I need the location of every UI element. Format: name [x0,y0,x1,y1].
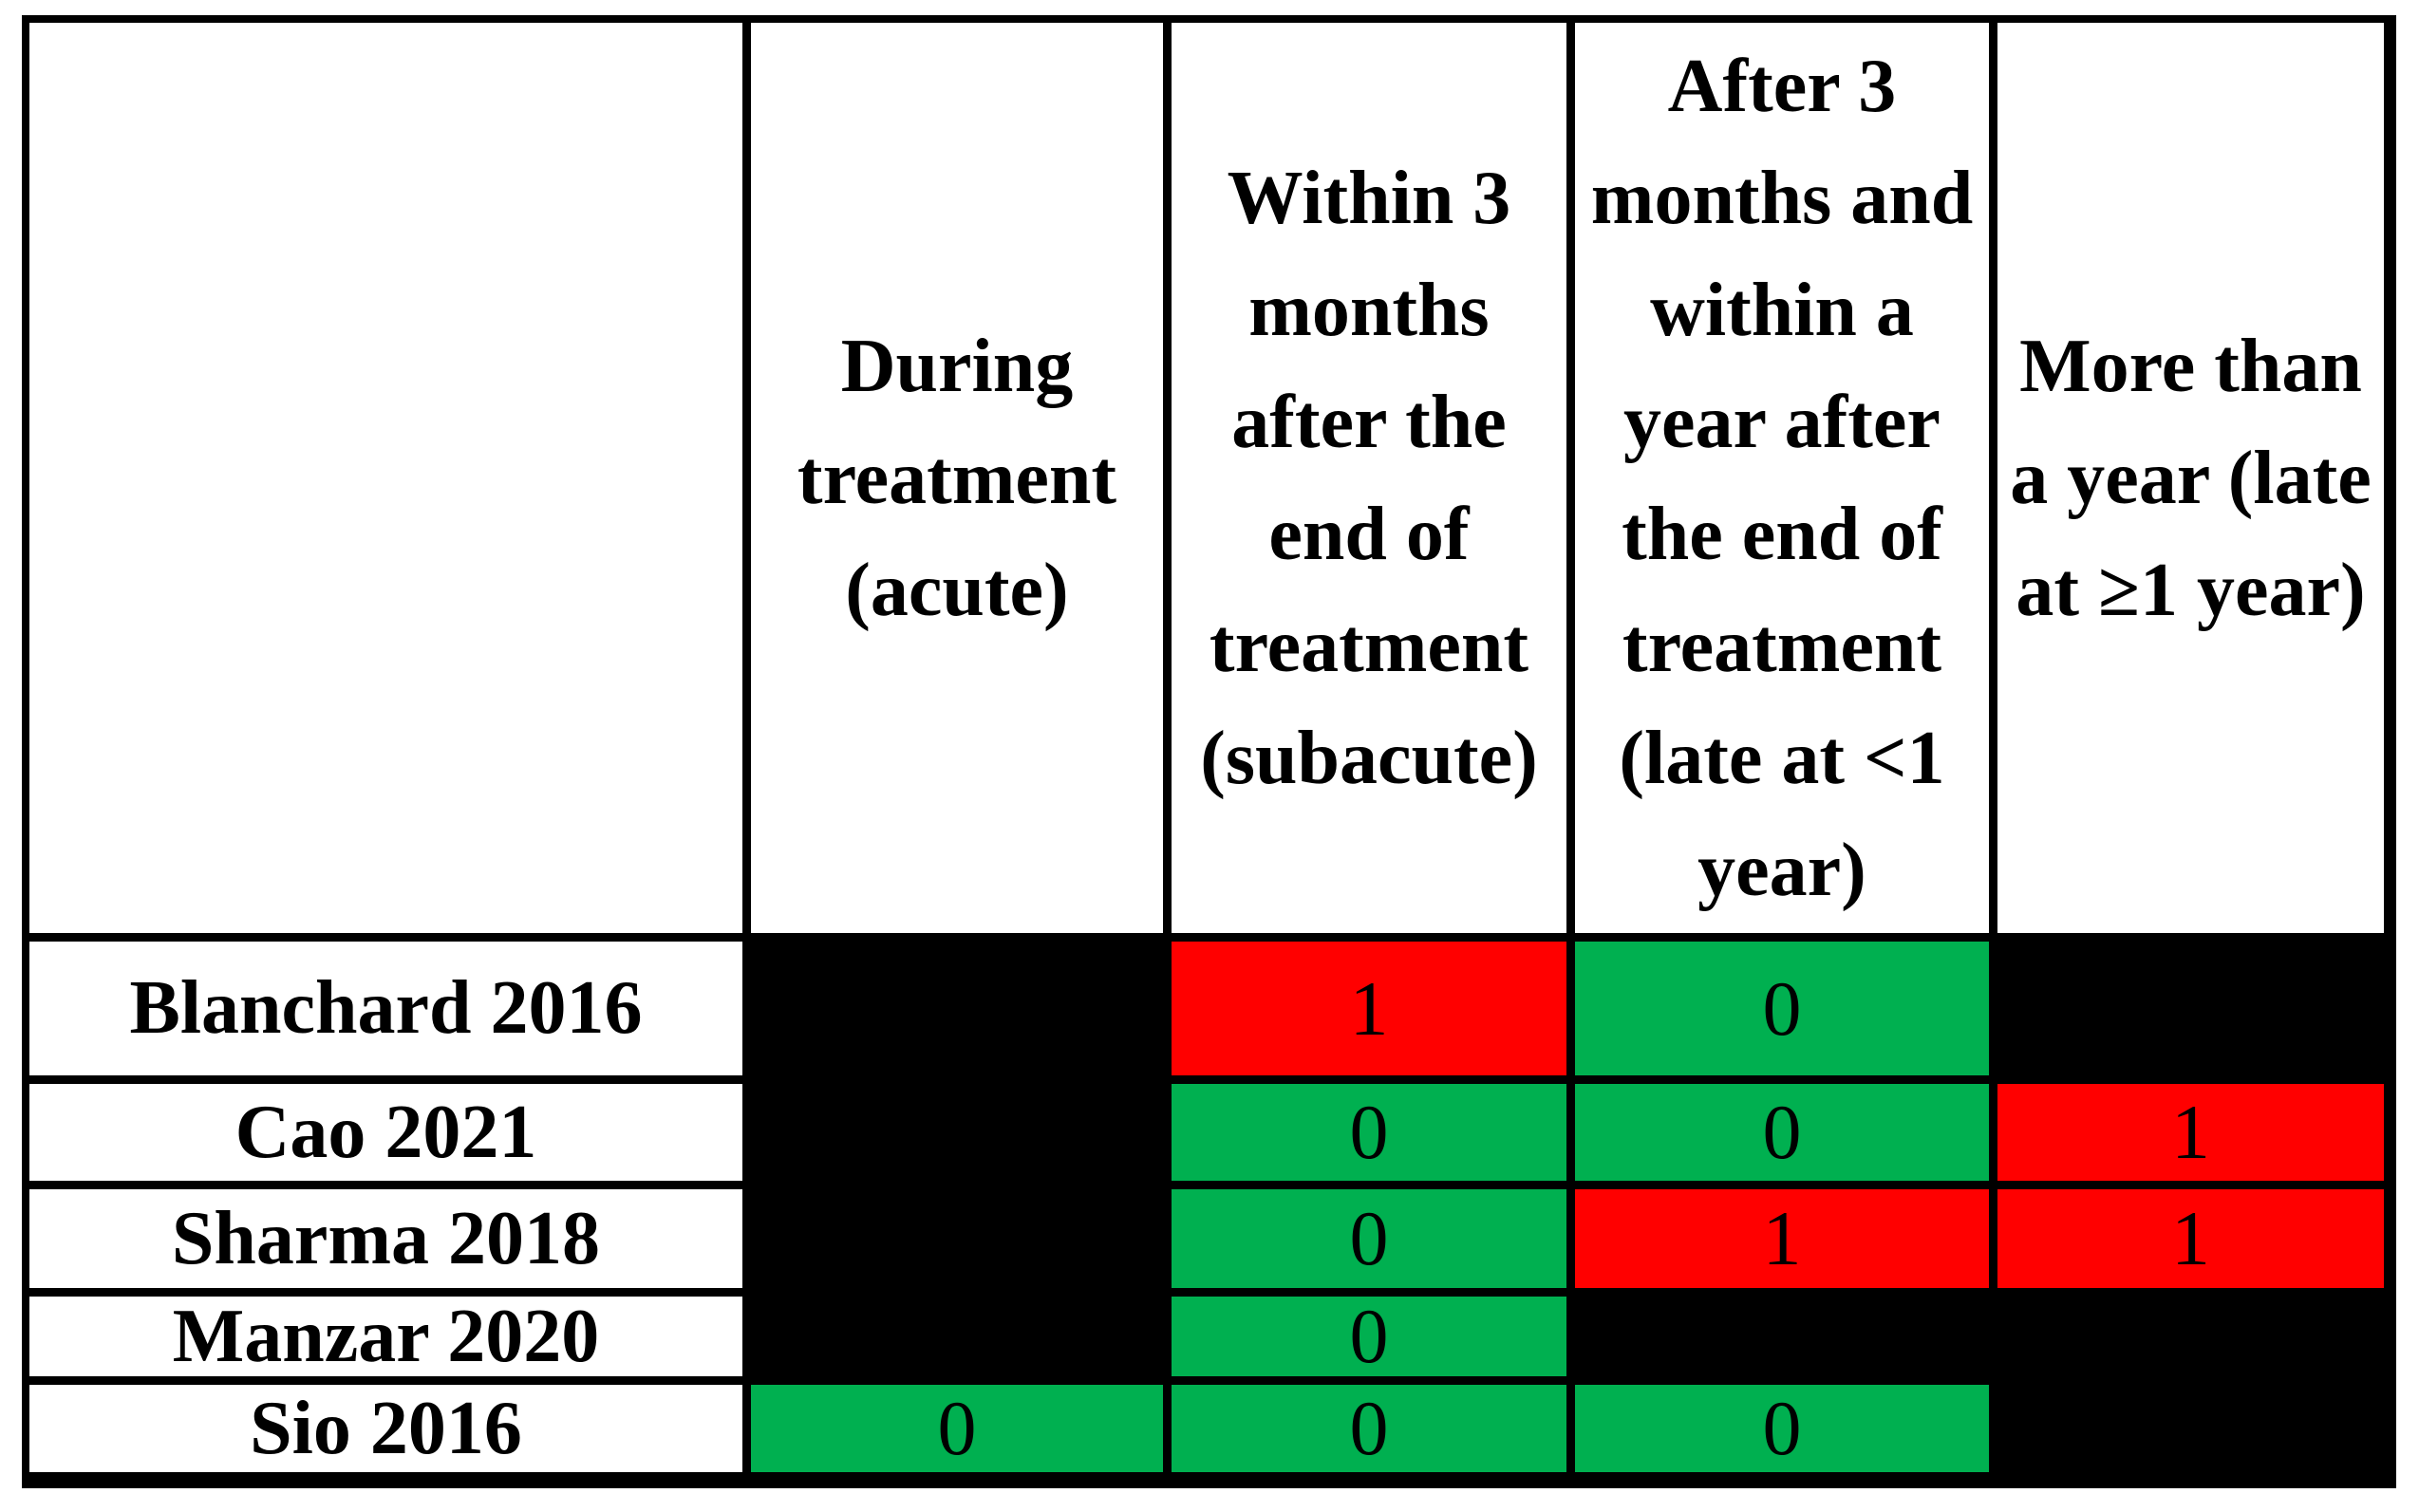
cell-manzar-2020-late-under-1y [1575,1297,1989,1376]
cell-sio-2016-acute: 0 [751,1385,1163,1472]
header-during-treatment-acute: During treatment (acute) [751,23,1163,933]
cell-manzar-2020-subacute: 0 [1172,1297,1566,1376]
cell-sio-2016-late-over-1y [1997,1385,2384,1472]
cell-sharma-2018-subacute: 0 [1172,1189,1566,1288]
cell-sharma-2018-acute [751,1189,1163,1288]
row-label-sharma-2018: Sharma 2018 [29,1189,742,1288]
cell-sharma-2018-late-under-1y: 1 [1575,1189,1989,1288]
header-late-under-1-year: After 3 months and within a year after t… [1575,23,1989,933]
header-more-than-a-year: More than a year (late at ≥1 year) [1997,23,2384,933]
cell-blanchard-2016-acute [751,942,1163,1075]
cell-blanchard-2016-late-over-1y [1997,942,2384,1075]
header-empty-cell [29,23,742,933]
cell-blanchard-2016-late-under-1y: 0 [1575,942,1989,1075]
cell-cao-2021-acute [751,1084,1163,1181]
row-label-cao-2021: Cao 2021 [29,1084,742,1181]
cell-sio-2016-subacute: 0 [1172,1385,1566,1472]
timing-table: During treatment (acute) Within 3 months… [22,15,2396,1488]
row-label-sio-2016: Sio 2016 [29,1385,742,1472]
cell-sharma-2018-late-over-1y: 1 [1997,1189,2384,1288]
cell-manzar-2020-late-over-1y [1997,1297,2384,1376]
cell-cao-2021-subacute: 0 [1172,1084,1566,1181]
cell-blanchard-2016-subacute: 1 [1172,942,1566,1075]
row-label-blanchard-2016: Blanchard 2016 [29,942,742,1075]
row-label-manzar-2020: Manzar 2020 [29,1297,742,1376]
cell-cao-2021-late-under-1y: 0 [1575,1084,1989,1181]
cell-cao-2021-late-over-1y: 1 [1997,1084,2384,1181]
cell-sio-2016-late-under-1y: 0 [1575,1385,1989,1472]
header-within-3-months-subacute: Within 3 months after the end of treatme… [1172,23,1566,933]
cell-manzar-2020-acute [751,1297,1163,1376]
